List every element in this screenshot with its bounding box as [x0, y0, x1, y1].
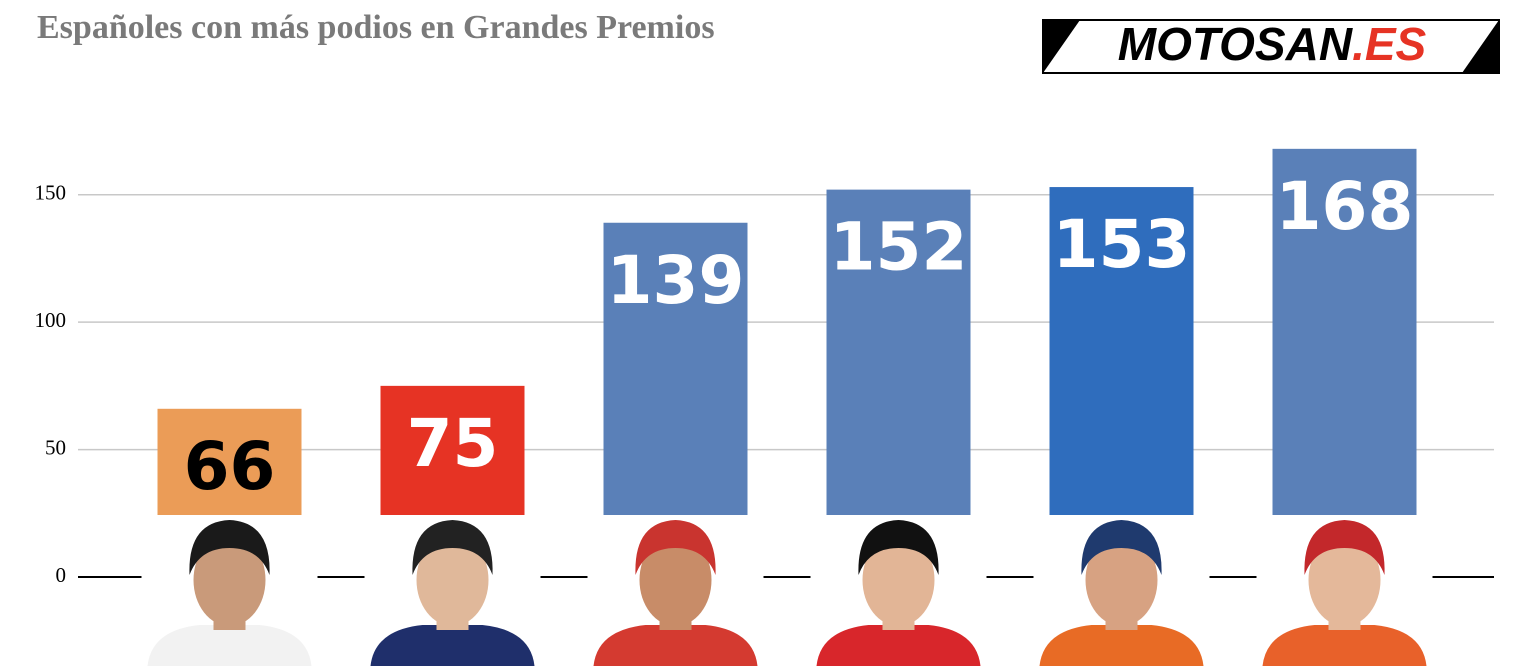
logo: MOTOSAN.ES [1042, 18, 1500, 74]
rider-hair [1081, 520, 1162, 575]
rider-suit [816, 625, 981, 666]
y-tick-label: 100 [35, 308, 67, 332]
rider-photo [1033, 515, 1210, 666]
logo-corner [1043, 20, 1080, 73]
rider-photo [364, 515, 541, 666]
y-tick-label: 0 [56, 563, 67, 587]
rider-face [1308, 534, 1381, 626]
value-label: 139 [607, 242, 745, 319]
bar [1272, 148, 1417, 577]
value-label: 66 [184, 428, 276, 505]
rider-hair [1304, 520, 1385, 575]
rider-hair [189, 520, 270, 575]
logo-corner [1462, 20, 1499, 73]
rider-hair [635, 520, 716, 575]
value-label: 168 [1276, 168, 1414, 245]
value-label: 152 [830, 209, 968, 286]
rider-suit [593, 625, 758, 666]
rider-hair [412, 520, 493, 575]
rider-suit [1262, 625, 1427, 666]
logo-main: MOTOSAN [1118, 18, 1353, 70]
rider-face [416, 534, 489, 626]
bar [1049, 187, 1194, 577]
y-tick-label: 150 [35, 181, 67, 205]
rider-photo [810, 515, 987, 666]
rider-photo [141, 515, 318, 666]
y-tick-label: 50 [45, 435, 66, 459]
bar [826, 189, 971, 578]
rider-suit [1039, 625, 1204, 666]
rider-face [862, 534, 935, 626]
rider-hair [858, 520, 939, 575]
value-label: 153 [1053, 206, 1191, 283]
rider-photo [1256, 515, 1433, 666]
value-label: 75 [407, 405, 499, 482]
logo-text: MOTOSAN.ES [1118, 18, 1427, 70]
rider-suit [147, 625, 312, 666]
rider-face [1085, 534, 1158, 626]
logo-accent: .ES [1352, 18, 1426, 70]
chart-title: Españoles con más podios en Grandes Prem… [37, 9, 715, 46]
rider-face [193, 534, 266, 626]
rider-face [639, 534, 712, 626]
rider-suit [370, 625, 535, 666]
rider-photo [587, 515, 764, 666]
